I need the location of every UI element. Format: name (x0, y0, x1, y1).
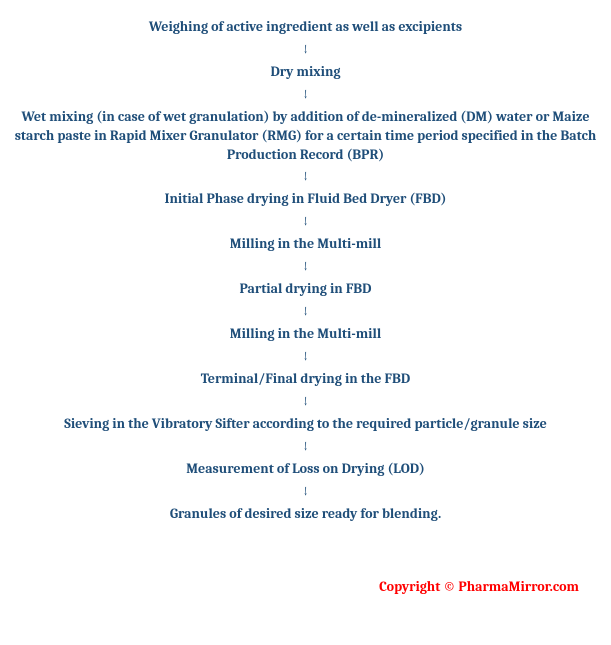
down-arrow-icon: ↓ (303, 209, 307, 235)
flowchart-step: Wet mixing (in case of wet granulation) … (8, 108, 603, 165)
copyright-notice: Copyright © PharmaMirror.com (379, 578, 579, 595)
down-arrow-icon: ↓ (303, 434, 307, 460)
flowchart-step: Weighing of active ingredient as well as… (143, 18, 468, 37)
down-arrow-icon: ↓ (303, 344, 307, 370)
down-arrow-icon: ↓ (303, 299, 307, 325)
flowchart-step: Granules of desired size ready for blend… (164, 505, 447, 524)
flowchart-step: Partial drying in FBD (234, 280, 378, 299)
down-arrow-icon: ↓ (303, 164, 307, 190)
flowchart-step: Milling in the Multi-mill (224, 235, 387, 254)
down-arrow-icon: ↓ (303, 254, 307, 280)
down-arrow-icon: ↓ (303, 82, 307, 108)
granulation-flowchart: Weighing of active ingredient as well as… (8, 18, 603, 524)
flowchart-step: Measurement of Loss on Drying (LOD) (180, 460, 431, 479)
down-arrow-icon: ↓ (303, 479, 307, 505)
flowchart-step: Milling in the Multi-mill (224, 325, 387, 344)
down-arrow-icon: ↓ (303, 37, 307, 63)
down-arrow-icon: ↓ (303, 389, 307, 415)
flowchart-step: Sieving in the Vibratory Sifter accordin… (58, 415, 553, 434)
flowchart-step: Dry mixing (264, 63, 346, 82)
flowchart-step: Terminal/Final drying in the FBD (195, 370, 416, 389)
flowchart-step: Initial Phase drying in Fluid Bed Dryer … (158, 190, 452, 209)
